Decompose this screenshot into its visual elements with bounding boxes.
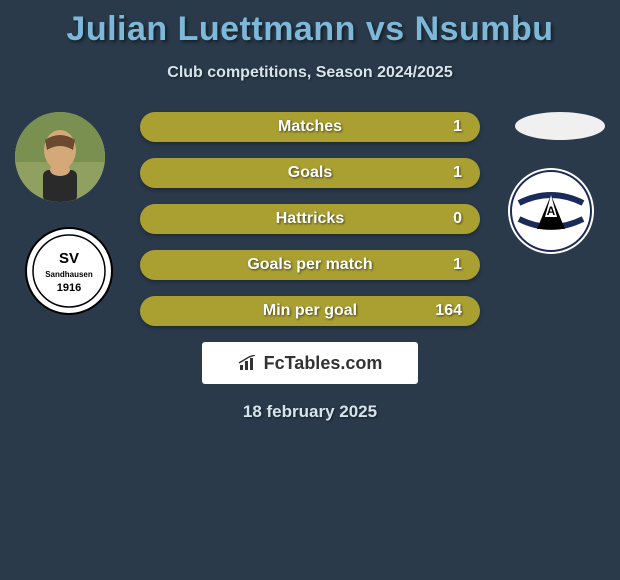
stat-label: Hattricks bbox=[276, 210, 344, 228]
branding-text: FcTables.com bbox=[264, 353, 383, 374]
team-left-logo: SV Sandhausen 1916 bbox=[25, 227, 113, 315]
chart-icon bbox=[238, 355, 258, 371]
comparison-card: Julian Luettmann vs Nsumbu Club competit… bbox=[0, 0, 620, 422]
stat-label: Goals bbox=[288, 164, 332, 182]
stat-value: 1 bbox=[453, 164, 462, 182]
stat-value: 164 bbox=[435, 302, 462, 320]
stat-label: Matches bbox=[278, 118, 342, 136]
svg-text:1916: 1916 bbox=[57, 282, 81, 294]
stat-bars: Matches 1 Goals 1 Hattricks 0 Goals per … bbox=[140, 112, 480, 326]
stat-value: 1 bbox=[453, 118, 462, 136]
branding-badge[interactable]: FcTables.com bbox=[202, 342, 418, 384]
stat-label: Min per goal bbox=[263, 302, 357, 320]
stats-area: SV Sandhausen 1916 A Matches 1 Goa bbox=[0, 112, 620, 422]
stat-label: Goals per match bbox=[247, 256, 372, 274]
comparison-subtitle: Club competitions, Season 2024/2025 bbox=[0, 64, 620, 82]
svg-text:A: A bbox=[547, 204, 556, 218]
player-left-photo bbox=[15, 112, 105, 202]
svg-text:Sandhausen: Sandhausen bbox=[45, 270, 93, 279]
team-right-logo: A bbox=[507, 167, 595, 255]
stat-row-hattricks: Hattricks 0 bbox=[140, 204, 480, 234]
stat-value: 1 bbox=[453, 256, 462, 274]
player-right-photo bbox=[515, 112, 605, 140]
stat-row-goals: Goals 1 bbox=[140, 158, 480, 188]
comparison-title: Julian Luettmann vs Nsumbu bbox=[0, 10, 620, 49]
svg-text:SV: SV bbox=[59, 250, 79, 267]
comparison-date: 18 february 2025 bbox=[0, 402, 620, 422]
stat-value: 0 bbox=[453, 210, 462, 228]
stat-row-goals-per-match: Goals per match 1 bbox=[140, 250, 480, 280]
stat-row-min-per-goal: Min per goal 164 bbox=[140, 296, 480, 326]
stat-row-matches: Matches 1 bbox=[140, 112, 480, 142]
